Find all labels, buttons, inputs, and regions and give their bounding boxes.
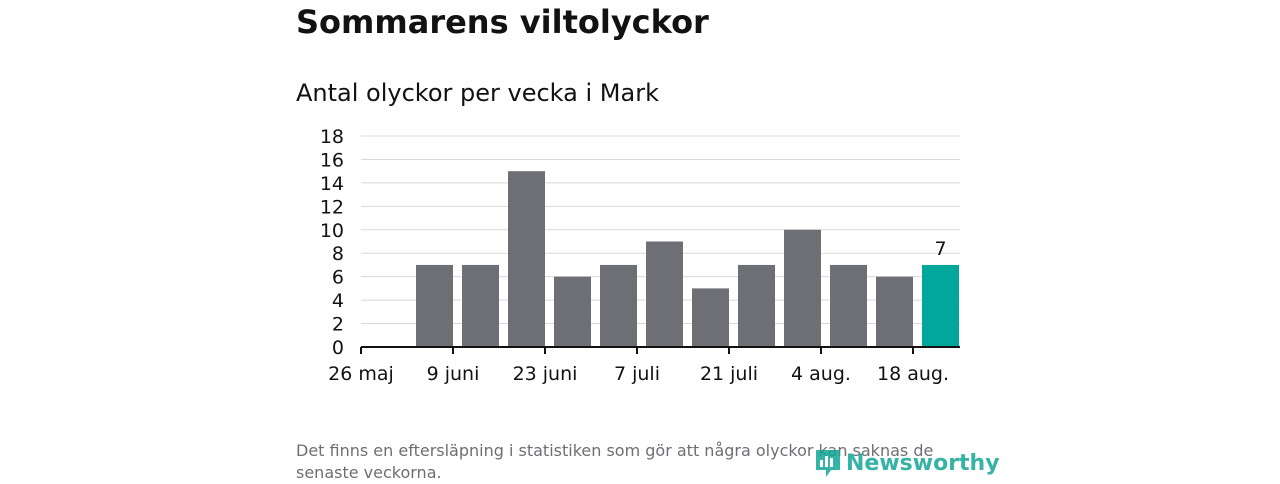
chart-title: Sommarens viltolyckor (296, 3, 709, 41)
x-tick-label: 23 juni (513, 363, 578, 385)
logo-text: Newsworthy (846, 450, 1000, 476)
x-tick-label: 21 juli (700, 363, 758, 385)
bar (876, 276, 913, 347)
x-tick-label: 9 juni (427, 363, 480, 385)
bar (784, 229, 821, 347)
bar (416, 264, 453, 347)
highlighted-bar (922, 264, 959, 347)
y-tick-label: 18 (320, 126, 344, 148)
chart-subtitle: Antal olyckor per vecka i Mark (296, 79, 659, 107)
bar (554, 276, 591, 347)
bar (830, 264, 867, 347)
newsworthy-logo: Newsworthy (814, 446, 1000, 480)
y-tick-label: 12 (320, 196, 344, 218)
bar (692, 288, 729, 347)
x-tick-label: 7 juli (614, 363, 660, 385)
y-tick-label: 10 (320, 220, 344, 242)
x-tick-label: 18 aug. (877, 363, 949, 385)
footnote: Det finns en eftersläpning i statistiken… (296, 441, 934, 482)
bar-data-label: 7 (934, 238, 946, 260)
y-tick-label: 2 (332, 314, 344, 336)
bar (600, 264, 637, 347)
y-tick-label: 6 (332, 267, 344, 289)
bar (508, 171, 545, 347)
bar (646, 241, 683, 347)
bar (738, 264, 775, 347)
x-tick-label: 4 aug. (791, 363, 851, 385)
x-tick-label: 26 maj (328, 363, 394, 385)
y-tick-label: 0 (332, 337, 344, 359)
y-tick-label: 16 (320, 149, 344, 171)
y-tick-label: 4 (332, 290, 344, 312)
newsworthy-logo-icon (816, 450, 840, 477)
bar (462, 264, 499, 347)
y-tick-label: 14 (320, 173, 344, 195)
y-tick-label: 8 (332, 243, 344, 265)
